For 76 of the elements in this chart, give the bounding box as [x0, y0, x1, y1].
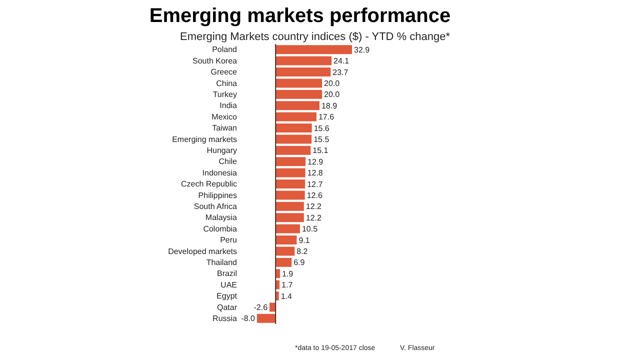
y-tick-label: Chile [218, 157, 238, 166]
y-tick-label: Indonesia [202, 168, 238, 178]
data-label: 6.9 [294, 258, 306, 268]
y-tick-label: Hungary [206, 146, 237, 155]
data-label: 17.6 [318, 112, 335, 122]
data-label: 1.4 [280, 292, 293, 301]
data-label: -2.6 [254, 303, 268, 312]
bar [276, 168, 306, 178]
bar [276, 45, 352, 54]
data-label: 24.1 [334, 56, 350, 66]
y-tick-label: South Korea [192, 56, 238, 66]
data-label: 12.6 [306, 191, 323, 200]
data-label: 18.9 [321, 101, 338, 110]
y-tick-label: Thailand [206, 258, 237, 267]
bar [276, 90, 322, 99]
chart-subtitle: Emerging Markets country indices ($) - YTD % change* [180, 31, 451, 43]
bar [276, 258, 292, 267]
data-label: 15.6 [314, 124, 330, 133]
y-tick-label: India [220, 101, 238, 110]
data-label: 10.5 [302, 224, 318, 234]
y-tick-label: Emerging markets [172, 134, 237, 144]
y-tick-label: Peru [220, 236, 237, 245]
y-tick-label: Egypt [216, 292, 238, 301]
data-label: 15.5 [314, 135, 330, 144]
data-label: 12.9 [308, 157, 324, 166]
bar [276, 157, 306, 166]
data-label: 1.9 [282, 269, 294, 278]
data-label: 1.7 [282, 280, 294, 290]
y-tick-label: Turkey [212, 90, 237, 99]
y-tick-label: China [216, 78, 238, 88]
bar [276, 246, 295, 256]
bar [276, 213, 304, 222]
data-label: 15.1 [312, 146, 329, 156]
bar [276, 190, 305, 200]
bar [276, 78, 322, 88]
data-label: 9.1 [298, 236, 310, 245]
data-label: -8.0 [241, 314, 256, 324]
data-label: 20.0 [324, 79, 340, 88]
bar [276, 124, 312, 132]
y-tick-label: Malaysia [205, 213, 238, 222]
data-label: 12.2 [306, 213, 322, 222]
bar [257, 314, 276, 323]
bar [276, 224, 300, 234]
y-tick-label: Poland [212, 45, 237, 54]
y-tick-label: Brazil [216, 269, 238, 278]
bar [276, 68, 331, 76]
y-tick-label: Russia [212, 314, 238, 323]
y-tick-label: Colombia [203, 224, 238, 234]
y-tick-label: Qatar [216, 302, 238, 312]
y-tick-label: Mexico [212, 112, 238, 122]
y-tick-label: Czech Republic [180, 180, 237, 189]
bar [276, 180, 306, 188]
bar [276, 292, 279, 300]
data-label: 20.0 [324, 90, 340, 100]
bar [276, 146, 311, 155]
data-label: 32.9 [354, 45, 370, 54]
y-tick-label: Greece [210, 68, 238, 77]
data-label: 12.7 [307, 180, 324, 189]
y-tick-label: UAE [220, 280, 237, 290]
chart-title: Emerging markets performance [149, 5, 451, 27]
y-tick-label: Taiwan [212, 124, 237, 133]
bar [276, 101, 320, 110]
y-tick-label: Philippines [198, 190, 237, 200]
bar [276, 269, 280, 278]
bar [276, 202, 304, 211]
y-tick-label: Developed markets [168, 246, 237, 256]
y-tick-label: South Africa [194, 202, 238, 211]
data-label: 8.2 [296, 247, 308, 256]
data-label: 12.8 [307, 168, 324, 178]
bar [276, 56, 332, 66]
bar [276, 236, 297, 244]
data-label: 12.2 [306, 202, 322, 212]
data-label: 23.7 [332, 68, 349, 77]
bar [276, 112, 316, 122]
bar [276, 134, 312, 144]
bar [270, 302, 276, 312]
